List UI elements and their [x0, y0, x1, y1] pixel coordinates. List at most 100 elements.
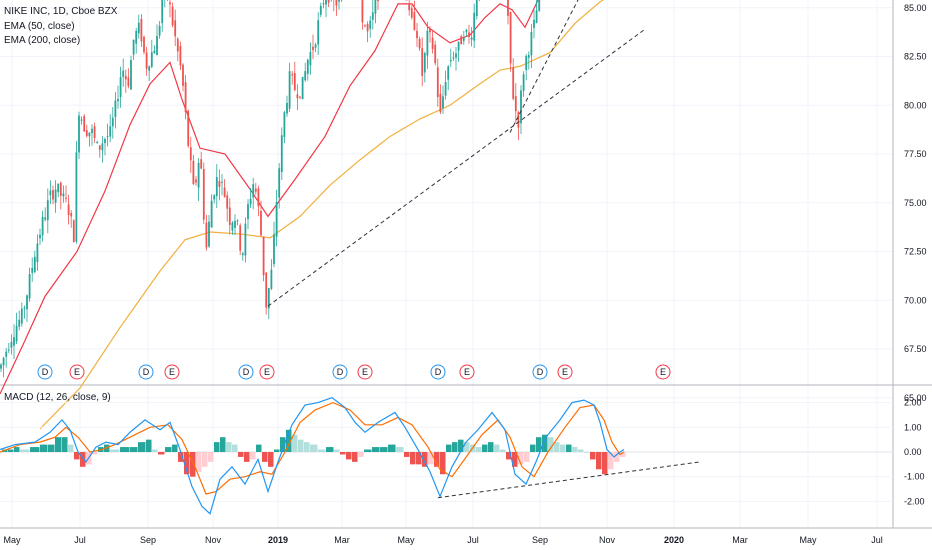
candle-down [93, 126, 96, 138]
candle-up [44, 217, 47, 220]
candle-down [127, 77, 130, 87]
candle-up [41, 216, 44, 236]
histogram-bar-positive [298, 439, 304, 452]
dividend-marker [238, 364, 254, 380]
histogram-bar-positive [326, 447, 334, 452]
candle-up [444, 81, 447, 96]
histogram-bar-negative [434, 452, 440, 467]
price-tick-label: 85.00 [904, 3, 927, 13]
histogram-bar-positive [280, 437, 286, 452]
price-tick-label: 77.50 [904, 149, 927, 159]
histogram-bar-positive [364, 449, 372, 452]
candle-down [460, 36, 463, 45]
candle-down [260, 211, 262, 236]
candle-down [431, 37, 434, 49]
dividend-marker-label: D [42, 367, 49, 377]
candle-up [520, 90, 522, 124]
macd-tick-label: 2.00 [904, 398, 922, 408]
candle-up [96, 141, 99, 143]
candle-down [171, 6, 174, 26]
candle-down [293, 73, 296, 91]
candle-up [132, 39, 135, 55]
candle-up [374, 0, 377, 14]
candle-down [124, 75, 127, 80]
candle-up [23, 307, 26, 309]
candle-up [213, 195, 216, 200]
price-tick-label: 72.50 [904, 247, 927, 257]
candle-down [468, 32, 470, 38]
candle-up [62, 193, 65, 197]
candle-down [184, 82, 187, 112]
candle-up [114, 100, 117, 118]
dividend-marker-label: D [337, 367, 344, 377]
candle-up [309, 51, 312, 66]
macd-tick-label: 0.00 [904, 447, 922, 457]
time-axis-label: Sep [140, 535, 156, 545]
candle-up [244, 223, 247, 256]
candle-down [361, 0, 364, 23]
candle-up [104, 138, 106, 144]
histogram-bar-positive [152, 449, 158, 452]
candle-up [215, 177, 218, 197]
candle-down [98, 145, 101, 150]
earnings-marker-label: E [264, 367, 270, 377]
price-tick-label: 75.00 [904, 198, 927, 208]
candle-down [413, 11, 416, 30]
macd-tick-label: -2.00 [904, 496, 925, 506]
candle-down [228, 207, 231, 225]
candle-down [187, 110, 190, 146]
candle-up [197, 162, 200, 188]
candle-up [249, 198, 252, 205]
candle-down [514, 96, 517, 112]
candle-up [462, 37, 465, 41]
candle-up [455, 53, 457, 58]
earnings-marker [655, 364, 671, 380]
candle-up [15, 325, 18, 342]
candle-up [270, 269, 273, 289]
histogram-bar-positive [120, 447, 130, 452]
candle-up [304, 71, 307, 81]
candle-up [369, 20, 372, 29]
candle-up [273, 234, 275, 265]
histogram-bar-negative [428, 452, 434, 465]
candle-up [150, 52, 153, 67]
histogram-bar-negative [202, 452, 208, 467]
histogram-bar-positive [464, 442, 470, 452]
candle-up [39, 234, 41, 239]
histogram-bar-positive [584, 452, 590, 453]
candle-down [262, 236, 265, 276]
histogram-bar-positive [452, 442, 458, 452]
histogram-bar-positive [165, 447, 172, 452]
histogram-bar-positive [500, 449, 506, 452]
candle-up [57, 183, 60, 193]
earnings-marker-label: E [362, 367, 368, 377]
histogram-bar-positive [310, 444, 318, 452]
candle-down [265, 272, 268, 308]
histogram-bar-negative [238, 452, 244, 457]
candle-up [522, 74, 525, 91]
candle-up [275, 202, 278, 237]
candle-down [418, 38, 421, 49]
candle-down [189, 147, 192, 161]
ema50-line [0, 0, 539, 395]
candle-down [85, 130, 88, 137]
candle-down [192, 160, 195, 185]
histogram-bar-positive [304, 442, 310, 452]
time-axis-label: 2020 [664, 535, 684, 545]
candle-down [174, 20, 177, 37]
macd-line [0, 396, 625, 515]
histogram-bar-negative [614, 452, 620, 462]
candle-up [36, 243, 39, 263]
histogram-bar-positive [172, 444, 178, 452]
earnings-marker-label: E [562, 367, 568, 377]
time-axis-label: May [3, 535, 21, 545]
histogram-bar-negative [440, 452, 446, 475]
histogram-bar-positive [566, 444, 572, 452]
candle-down [202, 169, 205, 220]
candle-up [78, 115, 80, 153]
candle-up [371, 12, 374, 20]
histogram-bar-positive [130, 447, 138, 452]
trendline [509, 0, 579, 133]
time-axis-label: Nov [205, 535, 222, 545]
